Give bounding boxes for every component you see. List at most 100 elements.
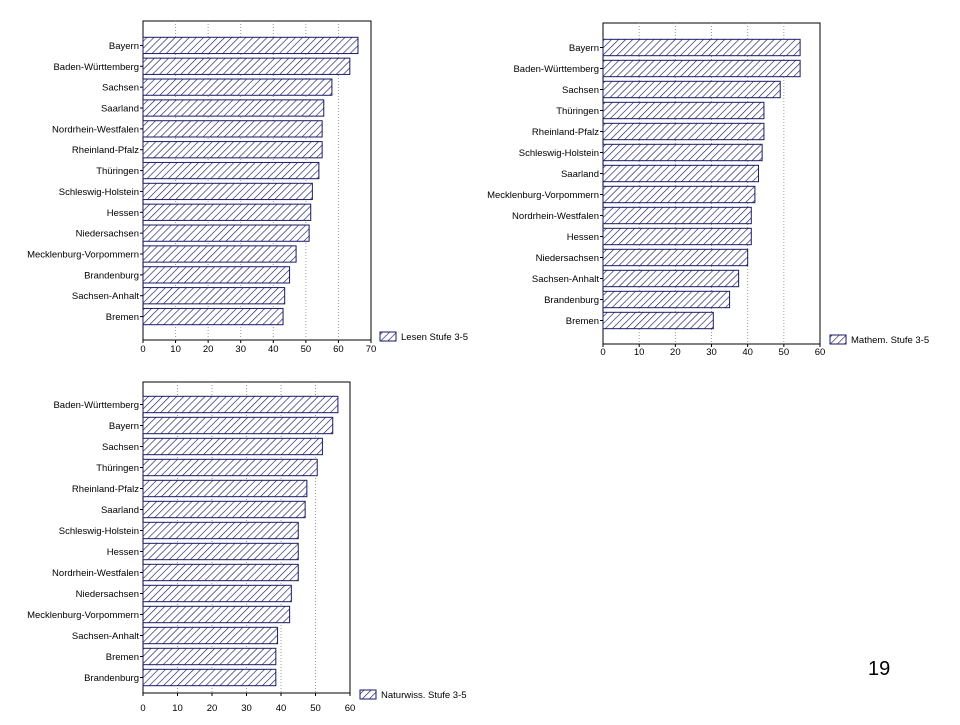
bar [142,203,312,221]
category-label: Schleswig-Holstein [59,526,139,537]
category-label: Mecklenburg-Vorpommern [487,190,599,201]
x-tick-label: 20 [203,344,214,355]
category-label: Mecklenburg-Vorpommern [27,610,139,621]
bar [602,248,749,267]
category-label: Bremen [566,316,599,327]
x-tick-label: 0 [600,347,605,358]
bar [142,416,334,435]
x-tick-label: 0 [140,703,145,714]
x-tick-label: 10 [170,344,181,355]
bar [142,584,292,603]
x-tick-label: 30 [706,347,717,358]
category-label: Saarland [561,169,599,180]
category-label: Sachsen-Anhalt [532,274,599,285]
category-label: Brandenburg [84,673,139,684]
bar [602,311,714,330]
category-label: Saarland [101,104,139,115]
bar [142,36,359,55]
bar [142,287,286,305]
bar [142,120,323,138]
bar [142,500,306,519]
bar [142,437,323,456]
x-tick-label: 40 [268,344,279,355]
category-label: Bremen [106,312,139,323]
bar [142,605,291,624]
bar [142,266,291,284]
x-tick-label: 50 [301,344,312,355]
category-label: Sachsen-Anhalt [72,631,139,642]
bar [142,141,323,159]
bar [142,479,308,498]
legend-swatch [359,689,377,700]
bar [602,185,756,204]
x-tick-label: 50 [310,703,321,714]
category-label: Schleswig-Holstein [519,148,599,159]
category-label: Hessen [107,547,139,558]
category-label: Brandenburg [544,295,599,306]
x-tick-label: 60 [815,347,826,358]
x-tick-label: 70 [366,344,377,355]
bar [602,80,781,99]
bar [602,227,752,246]
bar [602,122,765,141]
category-label: Baden-Württemberg [53,400,139,411]
x-tick-label: 60 [345,703,356,714]
category-label: Hessen [107,208,139,219]
bar [142,99,325,117]
bar [142,395,339,414]
category-label: Thüringen [96,463,139,474]
category-label: Sachsen [102,83,139,94]
bar [602,206,752,225]
bar [142,458,318,477]
bar [142,521,299,540]
bar [142,224,310,242]
x-tick-label: 50 [779,347,790,358]
bar [602,38,801,57]
category-label: Schleswig-Holstein [59,187,139,198]
x-tick-label: 40 [276,703,287,714]
x-tick-label: 10 [634,347,645,358]
category-label: Bayern [569,43,599,54]
bar [602,101,765,120]
category-label: Bremen [106,652,139,663]
legend-label: Naturwiss. Stufe 3-5 [381,690,467,701]
category-label: Sachsen [562,85,599,96]
category-label: Rheinland-Pfalz [72,484,139,495]
category-label: Sachsen-Anhalt [72,291,139,302]
category-label: Mecklenburg-Vorpommern [27,250,139,261]
x-tick-label: 20 [670,347,681,358]
x-tick-label: 60 [333,344,344,355]
page-number: 19 [868,658,891,680]
category-label: Thüringen [96,166,139,177]
bar [142,307,284,326]
bar [142,78,333,96]
bar [602,59,801,78]
bar [142,668,277,687]
category-label: Saarland [101,505,139,516]
category-label: Hessen [567,232,599,243]
bar [142,182,313,201]
bar [142,161,320,180]
bar [142,57,351,75]
category-label: Bayern [109,421,139,432]
category-label: Nordrhein-Westfalen [52,568,139,579]
bar [602,164,760,183]
category-label: Rheinland-Pfalz [72,145,139,156]
category-label: Nordrhein-Westfalen [52,124,139,135]
x-tick-label: 40 [742,347,753,358]
x-tick-label: 0 [140,344,145,355]
x-tick-label: 30 [241,703,252,714]
category-label: Brandenburg [84,270,139,281]
bar [142,647,277,666]
bar [602,143,763,162]
category-label: Nordrhein-Westfalen [512,211,599,222]
chart-lesen: Bayern Baden-Württemberg Sachsen Saarland No… [27,20,468,355]
legend-label: Lesen Stufe 3-5 [401,332,468,343]
category-label: Rheinland-Pfalz [532,127,599,138]
x-tick-label: 10 [172,703,183,714]
category-label: Thüringen [556,106,599,117]
category-label: Baden-Württemberg [513,64,599,75]
legend-swatch [829,334,847,345]
